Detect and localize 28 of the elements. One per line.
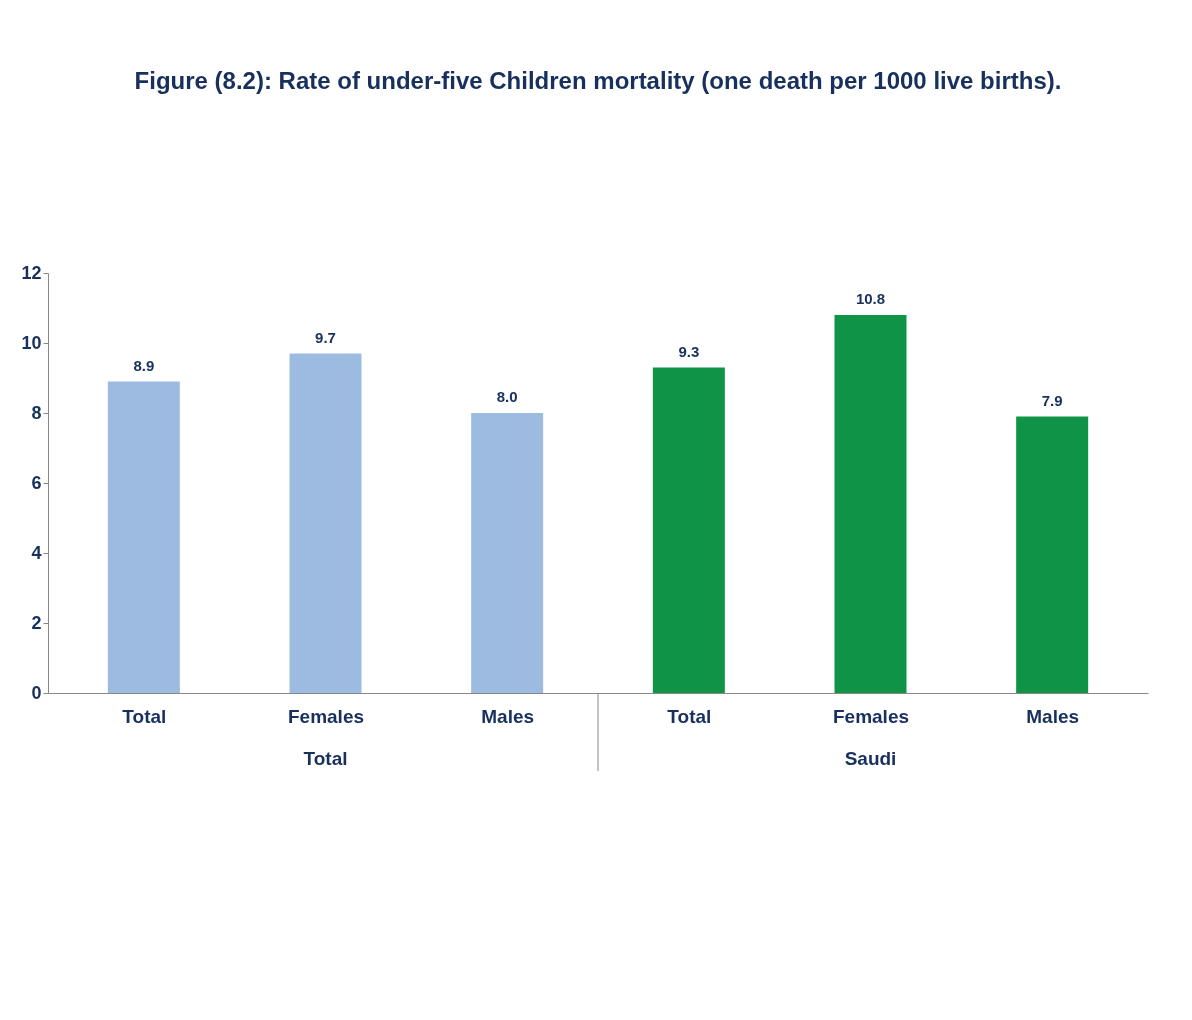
y-tick-label: 8 (31, 402, 42, 423)
data-label: 8.9 (133, 356, 155, 374)
y-tick-label: 12 (21, 262, 42, 283)
data-label: 9.7 (315, 328, 336, 346)
bar (834, 315, 907, 693)
text: Total (303, 748, 348, 769)
y-tick-label: 4 (31, 542, 42, 563)
x-tick-label: Males (481, 705, 535, 727)
data-label: 8.0 (496, 388, 518, 405)
y-tick-label: 2 (31, 612, 42, 633)
chart-title: Figure (8.2): Rate of under-five Children mortality (one death per 1000 live births). (134, 67, 1062, 94)
bar (652, 367, 725, 693)
x-tick-label: Females (287, 705, 365, 727)
y-tick-label: 6 (31, 472, 42, 493)
y-tick-label: 10 (21, 332, 42, 353)
y-tick-label: 0 (31, 682, 42, 703)
data-label: 7.9 (1041, 391, 1063, 409)
bar (471, 413, 544, 693)
data-label: 10.8 (855, 290, 886, 307)
x-tick-label: Males (1026, 705, 1080, 727)
x-tick-label: Females (832, 705, 910, 727)
text: Saudi (844, 748, 897, 769)
bar (289, 353, 362, 693)
x-tick-label: Total (122, 705, 167, 727)
bar (107, 381, 180, 693)
x-tick-label: Total (667, 705, 712, 727)
bar (1016, 416, 1089, 693)
data-label: 9.3 (678, 342, 700, 360)
